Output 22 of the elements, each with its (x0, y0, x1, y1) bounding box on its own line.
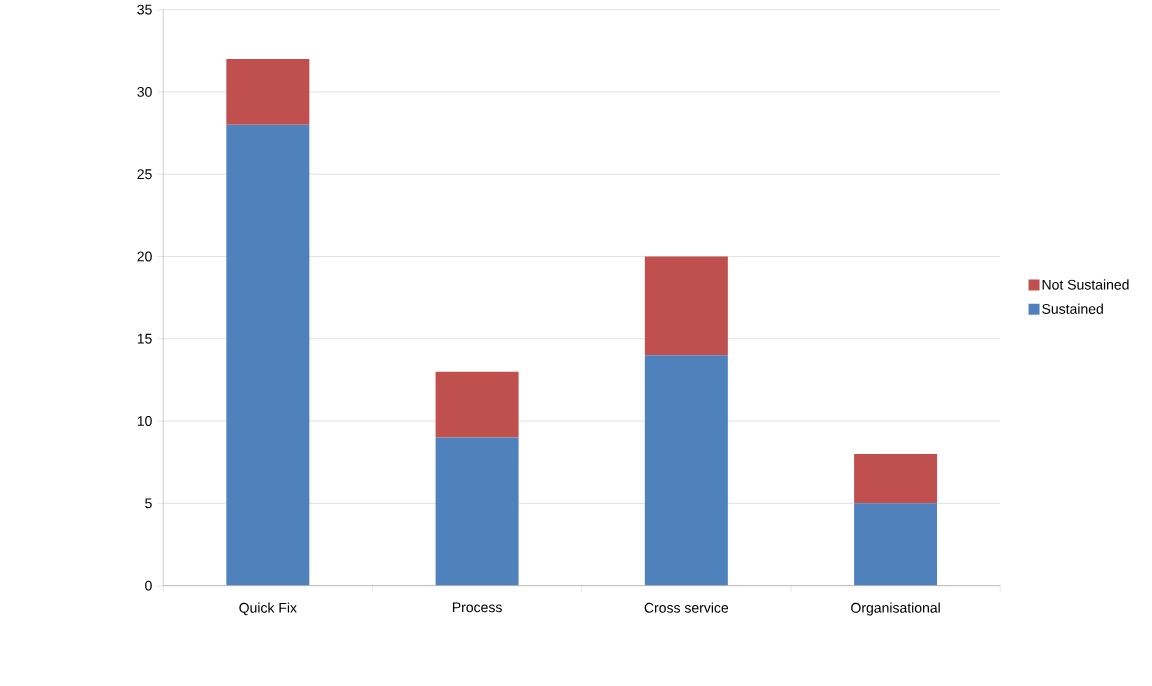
y-tick-label: 30 (137, 86, 152, 97)
x-tick-label: Organisational (851, 602, 940, 616)
x-tick-label: Process (452, 602, 502, 613)
x-tick-label: Cross service (644, 602, 729, 613)
legend-label: Not Sustained (1042, 279, 1129, 290)
bar (226, 58, 310, 125)
y-tick-label: 5 (145, 498, 152, 509)
bar (854, 503, 938, 586)
y-tick-label: 25 (137, 169, 152, 180)
y-tick-label: 35 (137, 4, 152, 15)
bar (435, 437, 519, 586)
y-tick-label: 15 (137, 333, 152, 344)
legend-label: Sustained (1042, 303, 1103, 314)
y-tick-label: 20 (137, 251, 152, 262)
y-tick-label: 0 (145, 580, 152, 591)
bar (644, 256, 728, 356)
bar (854, 453, 938, 504)
x-tick-label: Quick Fix (239, 602, 297, 616)
bar (435, 371, 519, 438)
y-tick-label: 10 (137, 416, 152, 426)
bar (226, 124, 310, 586)
bar (644, 355, 728, 586)
